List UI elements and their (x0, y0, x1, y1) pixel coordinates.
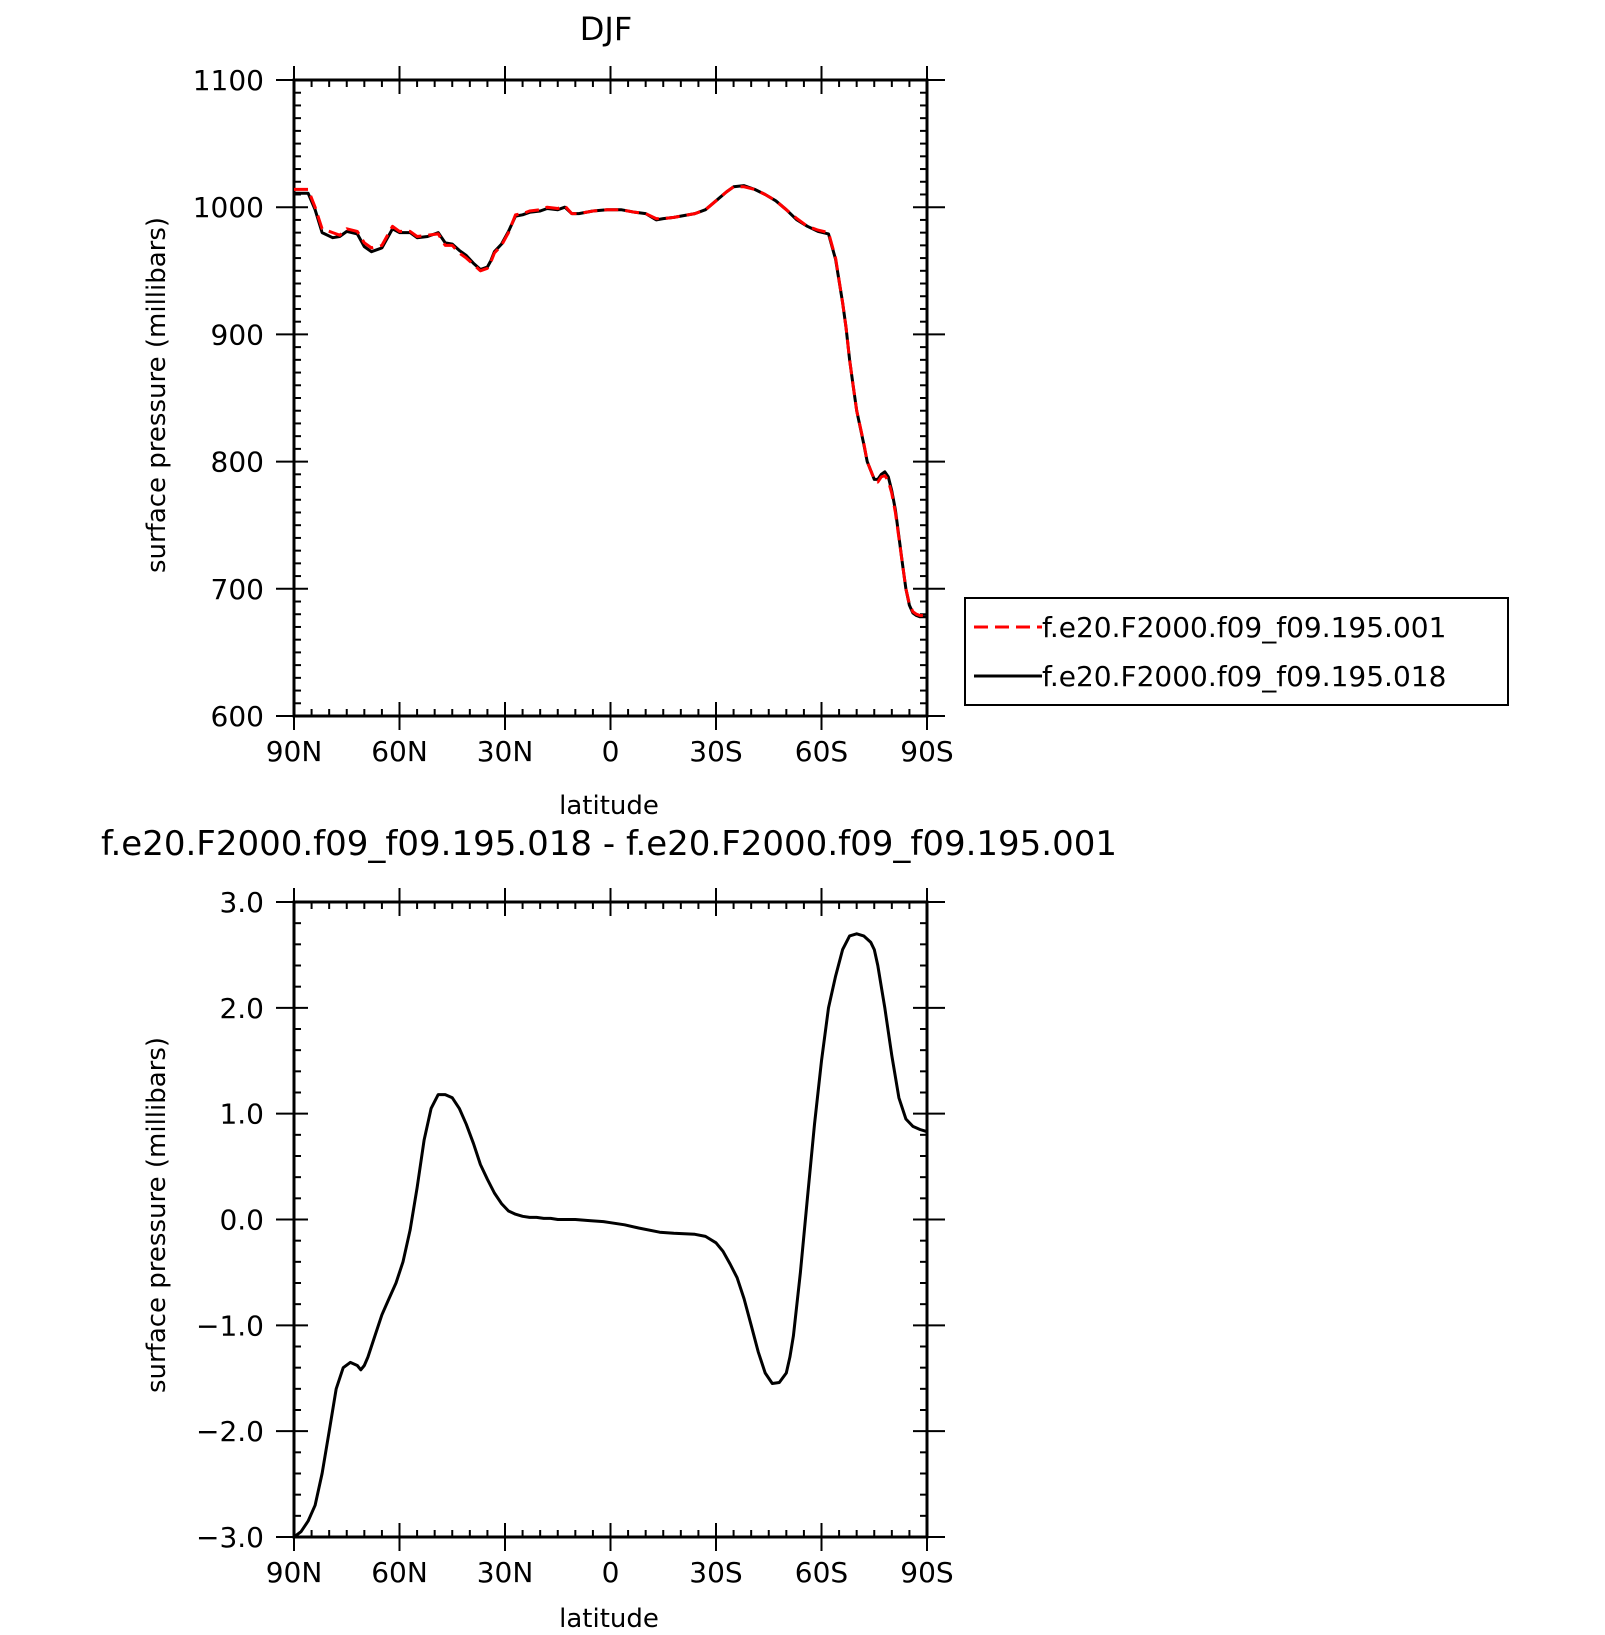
top-chart-panel: DJF 600 700 800 900 1000 1100 90N 60N 30N 0 30S 60… (142, 10, 1509, 821)
bottom-x-tick-label: 30N (477, 1556, 534, 1589)
top-chart-y-axis-label: surface pressure (millibars) (142, 217, 172, 573)
bottom-x-tick-label: 90S (900, 1556, 953, 1589)
top-chart-x-tick-labels: 90N 60N 30N 0 30S 60S 90S (266, 735, 954, 768)
top-chart-title: DJF (580, 10, 632, 48)
bottom-chart-panel: f.e20.F2000.f09_f09.195.018 - f.e20.F200… (101, 824, 1117, 1634)
top-x-tick-label: 60N (371, 735, 428, 768)
bottom-y-tick-label: −1.0 (196, 1309, 264, 1342)
top-y-tick-label: 1100 (193, 64, 264, 97)
top-y-tick-label: 600 (211, 700, 264, 733)
bottom-series-line-1 (293, 932, 928, 1539)
top-x-tick-label: 90S (900, 735, 953, 768)
legend-label-series-2: f.e20.F2000.f09_f09.195.018 (1042, 660, 1446, 693)
bottom-x-tick-label: 30S (689, 1556, 742, 1589)
bottom-chart-x-tick-labels: 90N 60N 30N 0 30S 60S 90S (266, 1556, 954, 1589)
top-chart-legend: f.e20.F2000.f09_f09.195.001 f.e20.F2000.… (964, 597, 1509, 706)
bottom-x-tick-label: 60S (795, 1556, 848, 1589)
top-series-line-1 (294, 185, 927, 617)
top-chart-plot-area (276, 66, 945, 730)
bottom-y-tick-label: −2.0 (196, 1415, 264, 1448)
legend-box (964, 597, 1509, 706)
top-y-tick-label: 800 (211, 446, 264, 479)
bottom-chart-title: f.e20.F2000.f09_f09.195.018 - f.e20.F200… (101, 824, 1117, 864)
bottom-y-tick-label: 2.0 (219, 992, 264, 1025)
bottom-chart-y-tick-labels: −3.0 −2.0 −1.0 0.0 1.0 2.0 3.0 (196, 886, 264, 1554)
top-x-tick-label: 0 (602, 735, 620, 768)
top-y-tick-label: 700 (211, 573, 264, 606)
top-chart-x-axis-label: latitude (559, 791, 659, 821)
bottom-y-tick-label: 3.0 (219, 886, 264, 919)
top-x-tick-label: 90N (266, 735, 323, 768)
top-x-tick-label: 30N (477, 735, 534, 768)
top-chart-y-tick-labels: 600 700 800 900 1000 1100 (193, 64, 264, 733)
bottom-y-tick-label: 0.0 (219, 1204, 264, 1237)
bottom-chart-y-axis-label: surface pressure (millibars) (142, 1037, 172, 1393)
top-y-tick-label: 1000 (193, 191, 264, 224)
bottom-x-tick-label: 0 (602, 1556, 620, 1589)
bottom-chart-x-axis-label: latitude (559, 1604, 659, 1634)
top-x-tick-label: 30S (689, 735, 742, 768)
top-x-tick-label: 60S (795, 735, 848, 768)
bottom-x-tick-label: 90N (266, 1556, 323, 1589)
top-y-tick-label: 900 (211, 318, 264, 351)
bottom-y-tick-label: 1.0 (219, 1098, 264, 1131)
legend-label-series-1: f.e20.F2000.f09_f09.195.001 (1042, 611, 1446, 644)
bottom-chart-plot-area (276, 888, 945, 1551)
bottom-x-tick-label: 60N (371, 1556, 428, 1589)
bottom-y-tick-label: −3.0 (196, 1521, 264, 1554)
